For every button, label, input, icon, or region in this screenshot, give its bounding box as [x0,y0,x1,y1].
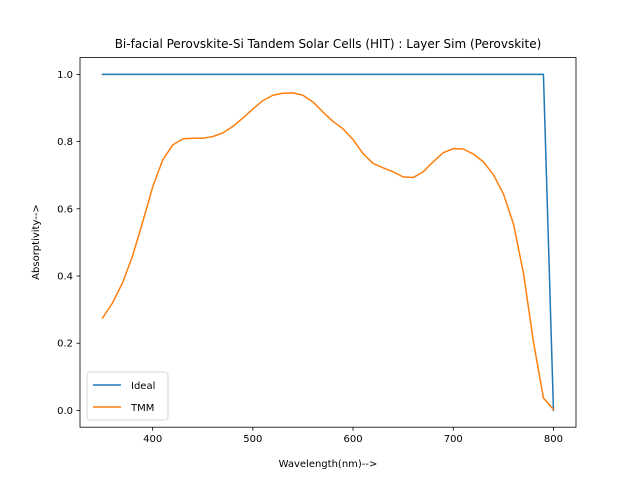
series-line-tmm [101,92,555,411]
legend: Ideal TMM [86,371,169,421]
y-tick-label: 1.0 [57,70,73,81]
x-tick-label: 800 [544,434,563,445]
series-line-ideal [101,73,555,412]
chart-title: Bi-facial Perovskite-Si Tandem Solar Cel… [115,37,542,51]
axis-ticks: 400 500 600 700 800 0.0 0.2 0.4 0.6 0.8 1.0 [57,70,563,445]
y-tick-label: 0.2 [57,339,73,350]
axes-frame [79,57,577,428]
x-axis-label: Wavelength(nm)--> [279,459,378,470]
legend-box [86,371,169,421]
legend-label-ideal: Ideal [131,381,155,392]
y-tick-label: 0.4 [57,272,73,283]
series-layer [101,73,555,412]
legend-label-tmm: TMM [130,403,154,414]
plot-area [80,57,576,428]
x-tick-label: 600 [344,434,363,445]
x-tick-label: 700 [444,434,463,445]
y-tick-label: 0.6 [57,204,73,215]
x-tick-label: 500 [243,434,262,445]
x-tick-label: 400 [143,434,162,445]
y-axis-label: Absorptivity--> [31,204,42,280]
y-tick-label: 0.8 [57,137,73,148]
y-tick-label: 0.0 [57,406,73,417]
